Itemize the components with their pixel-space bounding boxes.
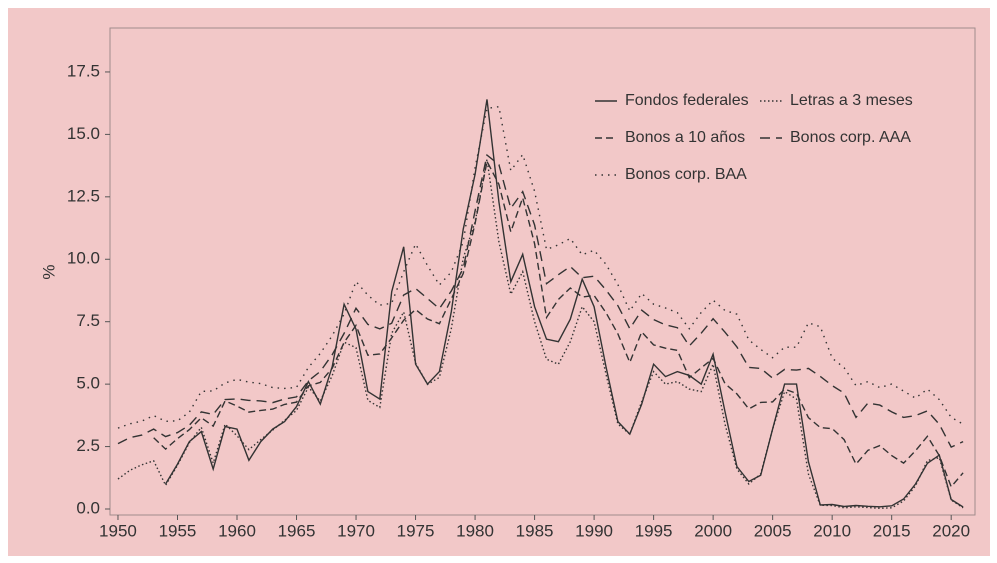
y-tick-label: 7.5 <box>76 311 100 330</box>
x-tick-label: 1975 <box>397 521 435 540</box>
x-tick-label: 1965 <box>278 521 316 540</box>
x-tick-label: 1990 <box>575 521 613 540</box>
x-tick-label: 1970 <box>337 521 375 540</box>
y-tick-label: 2.5 <box>76 436 100 455</box>
x-tick-label: 2005 <box>754 521 792 540</box>
y-tick-label: 12.5 <box>67 186 100 205</box>
y-tick-label: 10.0 <box>67 249 100 268</box>
x-tick-label: 1985 <box>516 521 554 540</box>
x-tick-label: 1960 <box>218 521 256 540</box>
plot-frame <box>109 27 976 516</box>
x-tick-label: 1955 <box>159 521 197 540</box>
y-tick-label: 5.0 <box>76 374 100 393</box>
x-tick-label: 1950 <box>99 521 137 540</box>
y-tick-label: 0.0 <box>76 498 100 517</box>
x-tick-label: 2015 <box>873 521 911 540</box>
legend-label: Bonos corp. BAA <box>625 166 747 183</box>
legend-label: Fondos federales <box>625 92 749 109</box>
x-tick-label: 1995 <box>635 521 673 540</box>
x-tick-label: 2000 <box>694 521 732 540</box>
panel-background <box>8 8 990 556</box>
series-line <box>117 105 964 429</box>
y-axis-label: % <box>39 264 58 279</box>
x-tick-label: 2020 <box>932 521 970 540</box>
x-tick-label: 2010 <box>813 521 851 540</box>
series-line <box>117 153 964 449</box>
legend-label: Letras a 3 meses <box>790 92 913 109</box>
legend-label: Bonos corp. AAA <box>790 129 911 146</box>
x-tick-label: 1980 <box>456 521 494 540</box>
y-tick-label: 15.0 <box>67 124 100 143</box>
series-line <box>153 159 964 489</box>
series-line <box>164 99 964 508</box>
legend-label: Bonos a 10 años <box>625 129 745 146</box>
y-tick-label: 17.5 <box>67 61 100 80</box>
